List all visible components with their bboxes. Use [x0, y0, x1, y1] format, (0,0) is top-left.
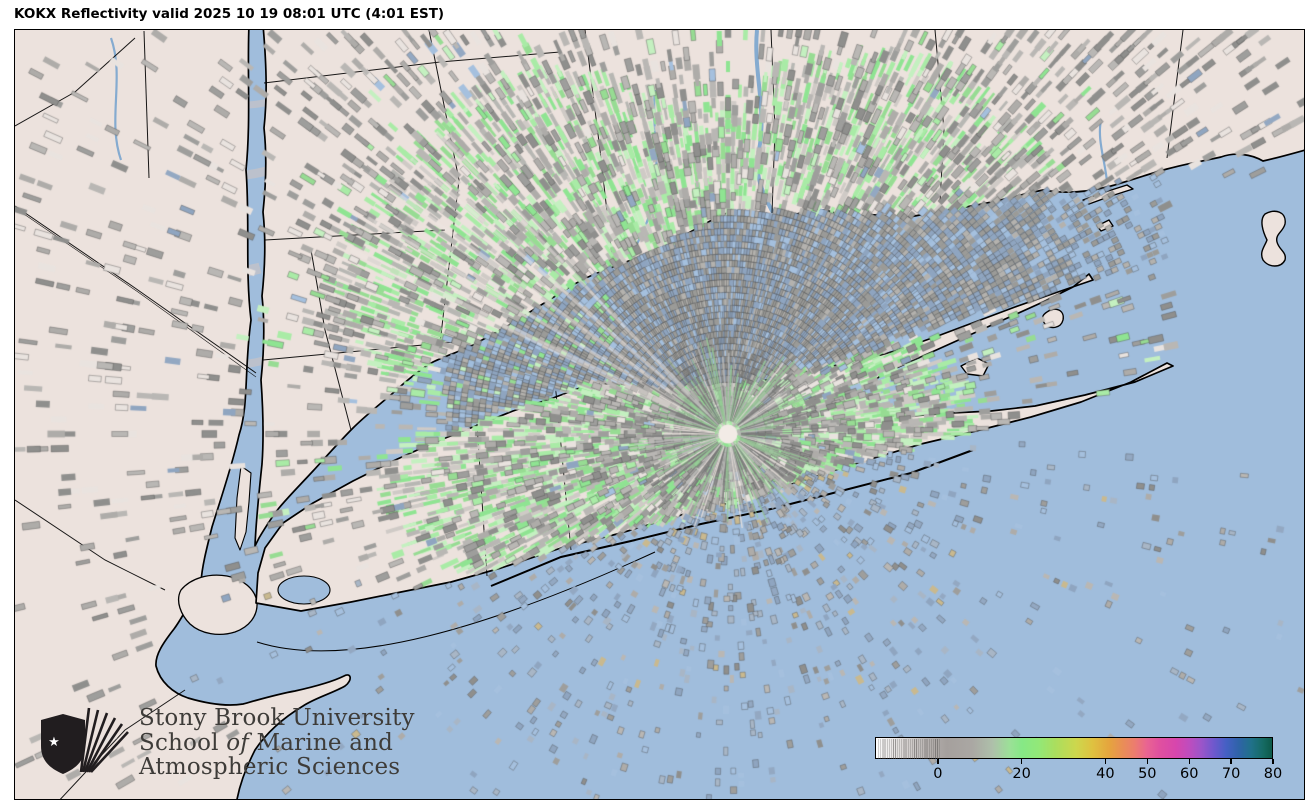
- colorbar-tick: [1104, 759, 1107, 764]
- sbu-logo-text: Stony Brook University School of Marine …: [139, 706, 415, 780]
- page-title: KOKX Reflectivity valid 2025 10 19 08:01…: [14, 6, 445, 22]
- colorbar-tick: [1230, 759, 1232, 764]
- radar-echo-layer: [15, 30, 1304, 799]
- colorbar-gradient: [875, 737, 1273, 759]
- colorbar-tick-label: 60: [1179, 766, 1199, 782]
- colorbar-tick: [1188, 759, 1190, 764]
- colorbar-tick-label: 40: [1096, 766, 1115, 782]
- logo-line-3: Atmospheric Sciences: [139, 754, 401, 780]
- colorbar-tick-label: 50: [1138, 766, 1157, 782]
- shield-star-icon: ★: [48, 735, 60, 750]
- sbu-logo: ★ Stony Brook University School of Marin…: [41, 706, 415, 794]
- colorbar-tick: [1146, 759, 1148, 764]
- colorbar-discrete-stripes: [877, 739, 941, 759]
- colorbar-tick-label: 0: [933, 766, 943, 782]
- colorbar-tick: [937, 759, 939, 764]
- logo-line-2: School of Marine and: [139, 729, 394, 756]
- colorbar-tick: [1020, 759, 1023, 764]
- colorbar-tick-label: 20: [1012, 766, 1031, 782]
- radar-map: ★ Stony Brook University School of Marin…: [14, 29, 1305, 800]
- colorbar-tick: [1272, 759, 1274, 764]
- reflectivity-colorbar: 0 20 40 50 60 70 80: [875, 737, 1282, 793]
- colorbar-tick-label: 80: [1263, 766, 1283, 782]
- logo-line-1: Stony Brook University: [139, 705, 415, 731]
- sbu-shield-icon: ★: [41, 707, 129, 774]
- colorbar-tick-label: 70: [1221, 766, 1241, 782]
